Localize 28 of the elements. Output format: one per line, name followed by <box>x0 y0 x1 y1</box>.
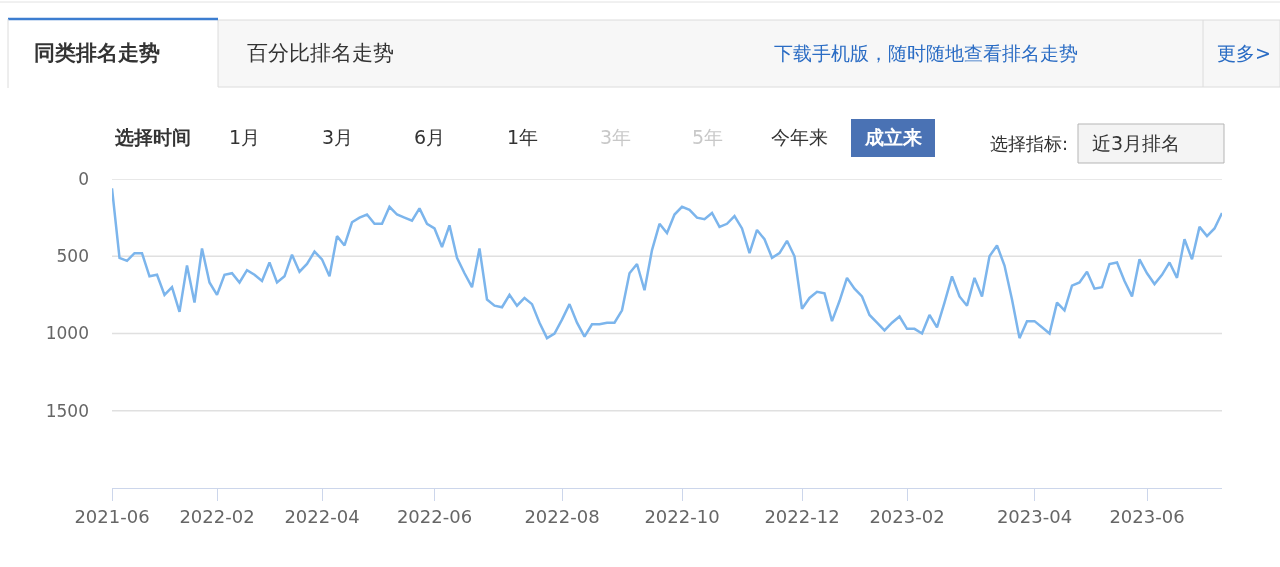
line-series <box>112 187 1222 340</box>
text: 更多> <box>1217 42 1271 64</box>
text: 近3月排名 <box>1092 132 1181 154</box>
text: 6月 <box>414 126 446 148</box>
x-tick-label: 2023-04 <box>996 505 1073 527</box>
text: 1月 <box>229 126 261 148</box>
x-tick-label: 2023-06 <box>1109 505 1185 527</box>
y-tick-label: 1000 <box>45 323 89 344</box>
text: 3月 <box>322 126 354 148</box>
text: 下载手机版，随时随地查看排名走势 <box>774 42 1078 64</box>
y-tick-label: 1500 <box>45 400 89 421</box>
x-tick-label: 2022-02 <box>179 505 255 527</box>
chart-title: 同类排名走势 <box>34 41 160 66</box>
x-tick-label: 2021-06 <box>74 505 150 527</box>
x-tick-label: 2022-06 <box>396 505 473 527</box>
x-tick-label: 2022-10 <box>644 505 720 527</box>
y-tick-label: 0 <box>78 168 89 189</box>
x-tick-label: 2023-02 <box>869 505 945 527</box>
text: 成立来 <box>864 126 922 148</box>
x-tick-label: 2022-08 <box>524 505 600 527</box>
text: 选择指标: <box>990 133 1069 154</box>
x-tick-label: 2022-12 <box>764 505 840 527</box>
x-tick-label: 2022-04 <box>284 505 360 527</box>
text: 1年 <box>507 126 539 148</box>
text: 今年来 <box>771 126 828 148</box>
y-tick-label: 500 <box>56 246 89 267</box>
text: 百分比排名走势 <box>247 41 394 65</box>
text: 选择时间 <box>114 126 191 148</box>
